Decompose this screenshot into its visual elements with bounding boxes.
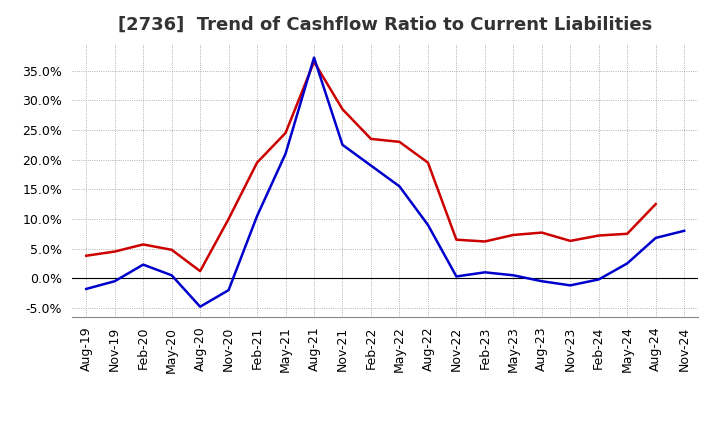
Free CF to Current Liabilities bbox=[652, 235, 660, 241]
Operating CF to Current Liabilities bbox=[282, 130, 290, 136]
Operating CF to Current Liabilities bbox=[652, 202, 660, 207]
Free CF to Current Liabilities bbox=[282, 151, 290, 156]
Free CF to Current Liabilities bbox=[196, 304, 204, 309]
Free CF to Current Liabilities bbox=[167, 273, 176, 278]
Operating CF to Current Liabilities bbox=[139, 242, 148, 247]
Operating CF to Current Liabilities bbox=[110, 249, 119, 254]
Operating CF to Current Liabilities bbox=[452, 237, 461, 242]
Line: Free CF to Current Liabilities: Free CF to Current Liabilities bbox=[86, 58, 684, 307]
Operating CF to Current Liabilities bbox=[595, 233, 603, 238]
Free CF to Current Liabilities bbox=[310, 55, 318, 60]
Free CF to Current Liabilities bbox=[366, 163, 375, 168]
Free CF to Current Liabilities bbox=[595, 277, 603, 282]
Free CF to Current Liabilities bbox=[566, 283, 575, 288]
Operating CF to Current Liabilities bbox=[82, 253, 91, 258]
Title: [2736]  Trend of Cashflow Ratio to Current Liabilities: [2736] Trend of Cashflow Ratio to Curren… bbox=[118, 16, 652, 34]
Free CF to Current Liabilities bbox=[110, 279, 119, 284]
Operating CF to Current Liabilities bbox=[395, 139, 404, 144]
Operating CF to Current Liabilities bbox=[338, 106, 347, 112]
Free CF to Current Liabilities bbox=[338, 142, 347, 147]
Operating CF to Current Liabilities bbox=[196, 268, 204, 274]
Free CF to Current Liabilities bbox=[537, 279, 546, 284]
Free CF to Current Liabilities bbox=[225, 287, 233, 293]
Free CF to Current Liabilities bbox=[395, 183, 404, 189]
Free CF to Current Liabilities bbox=[423, 222, 432, 227]
Operating CF to Current Liabilities bbox=[566, 238, 575, 243]
Free CF to Current Liabilities bbox=[82, 286, 91, 292]
Operating CF to Current Liabilities bbox=[423, 160, 432, 165]
Free CF to Current Liabilities bbox=[680, 228, 688, 234]
Operating CF to Current Liabilities bbox=[509, 232, 518, 238]
Operating CF to Current Liabilities bbox=[537, 230, 546, 235]
Operating CF to Current Liabilities bbox=[366, 136, 375, 142]
Free CF to Current Liabilities bbox=[253, 213, 261, 219]
Free CF to Current Liabilities bbox=[480, 270, 489, 275]
Operating CF to Current Liabilities bbox=[623, 231, 631, 236]
Operating CF to Current Liabilities bbox=[253, 160, 261, 165]
Line: Operating CF to Current Liabilities: Operating CF to Current Liabilities bbox=[86, 62, 656, 271]
Operating CF to Current Liabilities bbox=[167, 247, 176, 253]
Free CF to Current Liabilities bbox=[623, 261, 631, 266]
Free CF to Current Liabilities bbox=[139, 262, 148, 267]
Free CF to Current Liabilities bbox=[452, 274, 461, 279]
Operating CF to Current Liabilities bbox=[480, 239, 489, 244]
Free CF to Current Liabilities bbox=[509, 273, 518, 278]
Operating CF to Current Liabilities bbox=[225, 216, 233, 222]
Operating CF to Current Liabilities bbox=[310, 59, 318, 64]
